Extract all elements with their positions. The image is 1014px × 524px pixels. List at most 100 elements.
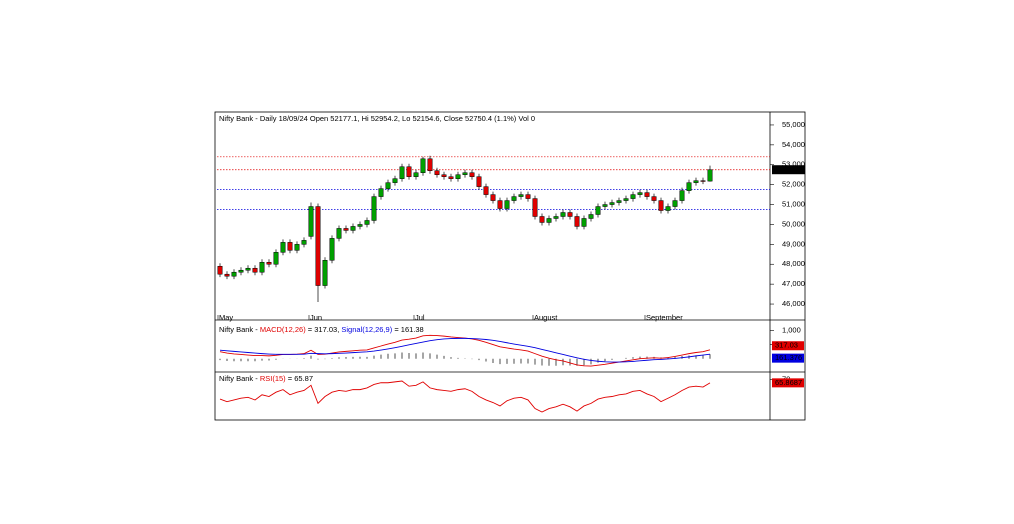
candle-body	[560, 212, 566, 217]
candle-body	[280, 242, 286, 253]
y-tick-label: 53,000	[782, 160, 805, 169]
candle-body	[504, 200, 510, 209]
y-tick-label: 46,000	[782, 299, 805, 308]
candle-body	[700, 180, 706, 182]
candle-body	[252, 267, 258, 273]
panel-title: Nifty Bank - RSI(15) = 65.87	[219, 374, 313, 383]
candle-body	[399, 166, 405, 179]
candle-body	[490, 194, 496, 201]
value-tag: 161.376	[775, 353, 802, 362]
candle-body	[630, 194, 636, 199]
candle-body	[350, 226, 356, 231]
x-tick-label: Jul	[415, 313, 425, 322]
candle-body	[483, 186, 489, 195]
candle-body	[462, 172, 468, 175]
y-tick-label: 52,000	[782, 180, 805, 189]
candle-body	[420, 158, 426, 173]
candle-body	[259, 262, 265, 273]
value-tag-box	[772, 353, 804, 363]
candle-body	[371, 196, 377, 221]
candle-body	[595, 206, 601, 215]
candle-body	[539, 216, 545, 223]
candle-body	[693, 180, 699, 183]
y-tick-label: 50,000	[782, 219, 805, 228]
candle-body	[336, 228, 342, 239]
candle-body	[511, 196, 517, 201]
candle-body	[413, 172, 419, 177]
legend-entry: MACD(12,26)	[260, 325, 306, 334]
value-tag: 65.8687	[775, 378, 802, 387]
candle-body	[532, 198, 538, 217]
candle-body	[322, 260, 328, 286]
panel-title: Nifty Bank - MACD(12,26) = 317.03, Signa…	[219, 325, 424, 334]
legend-entry: RSI(15)	[260, 374, 286, 383]
candle-body	[392, 178, 398, 183]
candle-body	[581, 218, 587, 227]
candle-body	[553, 216, 559, 219]
candle-body	[546, 218, 552, 223]
value-tag-box	[772, 378, 804, 388]
legend-readout: = 317.03,	[306, 325, 342, 334]
candle-body	[469, 172, 475, 177]
candle-body	[329, 238, 335, 261]
candle-body	[308, 206, 314, 237]
y-tick-label: 1,000	[782, 325, 801, 334]
candle-body	[609, 202, 615, 205]
candle-body	[644, 192, 650, 197]
candle-body	[434, 170, 440, 175]
candle-body	[448, 176, 454, 179]
candle-body	[224, 273, 230, 277]
candle-body	[672, 200, 678, 207]
x-tick-label: August	[534, 313, 558, 322]
panel-title-prefix: Nifty Bank -	[219, 374, 260, 383]
candle-body	[273, 252, 279, 265]
candle-body	[343, 228, 349, 231]
value-tag-box	[772, 341, 804, 351]
candle-body	[574, 216, 580, 227]
candle-body	[679, 190, 685, 201]
candle-body	[637, 192, 643, 195]
x-tick-label: September	[646, 313, 683, 322]
candle-body	[707, 169, 713, 182]
chart-title: Nifty Bank - Daily 18/09/24 Open 52177.1…	[219, 114, 535, 123]
candle-body	[287, 242, 293, 251]
candle-body	[294, 244, 300, 251]
candle-body	[357, 224, 363, 227]
candle-body	[623, 198, 629, 201]
price-tag-box	[772, 165, 805, 175]
candle-body	[616, 200, 622, 203]
candle-body	[518, 194, 524, 197]
candle-body	[665, 206, 671, 211]
price-tag: 52,750.4	[774, 165, 803, 174]
candle-body	[588, 214, 594, 219]
candle-body	[217, 265, 223, 275]
candle-body	[378, 188, 384, 197]
candle-body	[686, 182, 692, 191]
legend-readout: = 65.87	[286, 374, 313, 383]
y-tick-label: 49,000	[782, 239, 805, 248]
y-tick-label: 48,000	[782, 259, 805, 268]
panel-title-prefix: Nifty Bank -	[219, 325, 260, 334]
indicator-line	[219, 337, 711, 363]
candle-body	[427, 158, 433, 171]
candle-body	[315, 206, 321, 286]
candle-body	[301, 240, 307, 245]
candle-body	[651, 196, 657, 201]
x-tick-label: May	[219, 313, 233, 322]
candle-body	[245, 267, 251, 271]
candle-body	[602, 204, 608, 207]
x-tick-label: Jun	[310, 313, 322, 322]
candle-body	[497, 200, 503, 209]
legend-readout: = 161.38	[392, 325, 424, 334]
value-tag: 317.03	[775, 341, 798, 350]
candle-body	[364, 220, 370, 225]
indicator-line	[219, 380, 711, 413]
candle-body	[266, 262, 272, 265]
y-tick-label: 51,000	[782, 200, 805, 209]
candle-body	[441, 174, 447, 177]
candle-body	[238, 269, 244, 273]
y-tick-label: 54,000	[782, 140, 805, 149]
candle-body	[658, 200, 664, 211]
